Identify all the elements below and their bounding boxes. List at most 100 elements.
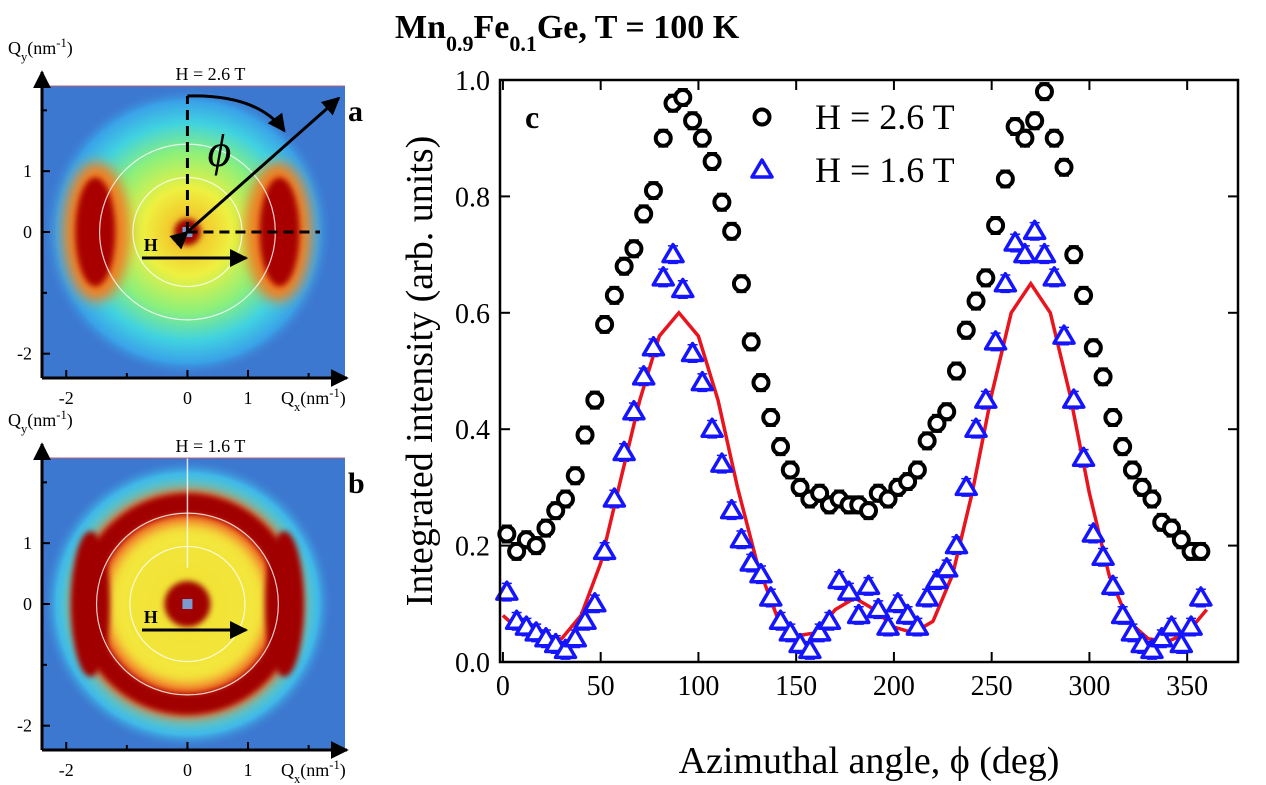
point bbox=[685, 113, 700, 128]
y-tick-label: 1 bbox=[23, 533, 32, 553]
x-tick-label: 50 bbox=[587, 671, 615, 702]
y-axis-label: Integrated intensity (arb. units) bbox=[399, 136, 441, 607]
point bbox=[702, 419, 722, 436]
point bbox=[626, 241, 641, 256]
point bbox=[859, 576, 879, 593]
x-tick-label: -2 bbox=[59, 388, 74, 408]
point bbox=[604, 489, 624, 506]
point bbox=[878, 617, 898, 634]
x-tick-label: 250 bbox=[971, 671, 1013, 702]
point bbox=[1054, 326, 1074, 343]
point bbox=[1066, 247, 1081, 262]
panel-letter: b bbox=[348, 467, 365, 500]
point bbox=[939, 404, 954, 419]
point bbox=[861, 503, 876, 518]
point bbox=[1044, 268, 1064, 285]
x-tick-label: 1 bbox=[244, 388, 253, 408]
point bbox=[910, 462, 925, 477]
axis-label-part: -1 bbox=[329, 758, 340, 772]
point bbox=[722, 501, 742, 518]
point bbox=[959, 323, 974, 338]
point bbox=[663, 245, 683, 262]
figure-title: Mn0.9Fe0.1Ge, T = 100 K bbox=[395, 9, 740, 56]
point bbox=[705, 154, 720, 169]
point bbox=[499, 526, 514, 541]
point bbox=[969, 294, 984, 309]
point bbox=[656, 131, 671, 146]
point bbox=[986, 332, 1006, 349]
axis-label-part: ) bbox=[340, 760, 346, 781]
point bbox=[1027, 113, 1042, 128]
point bbox=[673, 280, 693, 297]
point bbox=[1144, 492, 1159, 507]
point bbox=[1025, 221, 1045, 238]
x-tick-label: 1 bbox=[244, 760, 253, 780]
sans-image bbox=[42, 458, 345, 750]
point bbox=[978, 270, 993, 285]
point bbox=[646, 183, 661, 198]
point bbox=[1103, 576, 1123, 593]
y-tick-label: 0 bbox=[23, 594, 32, 614]
point bbox=[761, 588, 781, 605]
y-tick-label: 0.4 bbox=[455, 415, 490, 446]
point bbox=[995, 274, 1015, 291]
legend-marker bbox=[752, 160, 772, 177]
axis-label-part: (nm bbox=[27, 38, 56, 59]
title-part: 0.9 bbox=[446, 31, 474, 56]
field-label: H bbox=[144, 235, 158, 255]
point bbox=[643, 338, 663, 355]
peak bbox=[75, 177, 115, 286]
point bbox=[617, 259, 632, 274]
y-tick-label: 0 bbox=[23, 222, 32, 242]
axis-label-part: ) bbox=[340, 388, 346, 409]
title-part: Mn bbox=[395, 9, 446, 46]
point bbox=[558, 492, 573, 507]
crescent bbox=[71, 531, 110, 676]
crescent bbox=[265, 531, 304, 676]
panel-title: H = 2.6 T bbox=[176, 64, 246, 84]
point bbox=[575, 611, 595, 628]
axis-label-part: ) bbox=[67, 38, 73, 59]
point bbox=[1034, 245, 1054, 262]
point bbox=[744, 334, 759, 349]
title-part: Ge, T = 100 K bbox=[537, 9, 740, 46]
point bbox=[1064, 390, 1084, 407]
x-tick-label: 0 bbox=[183, 760, 192, 780]
axis-label-part: Q bbox=[281, 388, 294, 408]
point bbox=[568, 468, 583, 483]
panel-letter: a bbox=[348, 95, 363, 128]
axis-label-part: (nm bbox=[300, 388, 329, 409]
point bbox=[624, 402, 644, 419]
axis-label: Qx(nm-1) bbox=[281, 386, 346, 414]
point bbox=[714, 195, 729, 210]
x-tick-label: 350 bbox=[1166, 671, 1208, 702]
x-tick-label: 0 bbox=[183, 388, 192, 408]
y-tick-label: 0.0 bbox=[455, 648, 490, 679]
point bbox=[920, 433, 935, 448]
y-tick-label: 1.0 bbox=[455, 66, 490, 97]
x-tick-label: 300 bbox=[1068, 671, 1110, 702]
title-part: Fe bbox=[474, 9, 510, 46]
angle-label: ϕ bbox=[207, 125, 231, 176]
axis-label-part: Q bbox=[8, 38, 21, 58]
axis-label-part: -1 bbox=[329, 386, 340, 400]
point bbox=[734, 276, 749, 291]
y-tick-label: -2 bbox=[17, 716, 32, 736]
axis-label-part: (nm bbox=[300, 760, 329, 781]
point bbox=[675, 90, 690, 105]
point bbox=[868, 600, 888, 617]
legend-label: H = 2.6 T bbox=[815, 97, 955, 137]
legend-label: H = 1.6 T bbox=[815, 150, 955, 190]
point bbox=[1193, 544, 1208, 559]
axis-label-part: -1 bbox=[56, 408, 67, 422]
x-tick-label: 100 bbox=[677, 671, 719, 702]
fit-line bbox=[503, 284, 1207, 642]
point bbox=[1076, 288, 1091, 303]
point bbox=[1047, 131, 1062, 146]
point bbox=[1105, 410, 1120, 425]
x-tick-label: 150 bbox=[775, 671, 817, 702]
y-tick-label: -2 bbox=[17, 344, 32, 364]
point bbox=[949, 364, 964, 379]
point bbox=[917, 588, 937, 605]
point bbox=[763, 410, 778, 425]
